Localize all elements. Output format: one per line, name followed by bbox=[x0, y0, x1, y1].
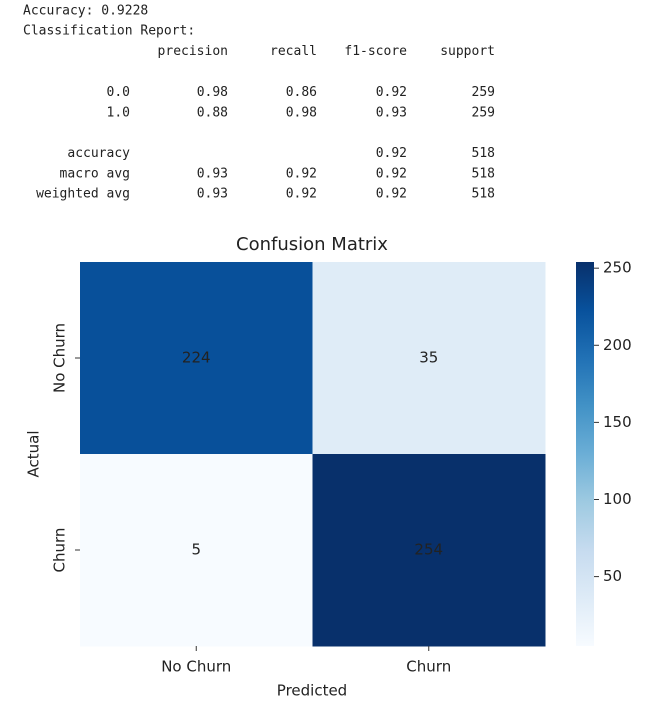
report-row-label: 0.0 bbox=[107, 85, 130, 100]
report-row-label: weighted avg bbox=[36, 187, 130, 202]
y-axis-label: Actual bbox=[25, 431, 43, 478]
report-cell: 518 bbox=[472, 146, 495, 161]
colorbar-tick-label: 200 bbox=[603, 336, 632, 354]
heatmap-cell bbox=[80, 262, 313, 455]
report-cell: 0.98 bbox=[197, 85, 228, 100]
report-heading: Classification Report: bbox=[23, 24, 195, 39]
x-tick-label: Churn bbox=[406, 658, 451, 676]
colorbar bbox=[576, 262, 594, 646]
report-cell: 518 bbox=[472, 187, 495, 202]
report-column-header: f1-score bbox=[344, 44, 407, 59]
report-cell: 0.92 bbox=[286, 187, 317, 202]
report-column-header: precision bbox=[158, 44, 228, 59]
report-cell: 0.92 bbox=[286, 166, 317, 181]
report-cell: 0.92 bbox=[376, 146, 407, 161]
report-cell: 0.92 bbox=[376, 166, 407, 181]
cell-value-label: 224 bbox=[182, 349, 211, 367]
colorbar-tick-label: 150 bbox=[603, 413, 632, 431]
report-row-label: 1.0 bbox=[107, 105, 130, 120]
cell-value-label: 5 bbox=[191, 541, 201, 559]
report-cell: 259 bbox=[472, 105, 495, 120]
x-tick-label: No Churn bbox=[161, 658, 231, 676]
x-axis-label: Predicted bbox=[277, 682, 347, 700]
heatmap-cell bbox=[312, 262, 546, 455]
report-cell: 0.86 bbox=[286, 85, 317, 100]
report-column-header: support bbox=[440, 44, 495, 59]
report-cell: 0.93 bbox=[376, 105, 407, 120]
report-cell: 0.98 bbox=[286, 105, 317, 120]
cell-value-label: 35 bbox=[419, 349, 438, 367]
report-cell: 0.92 bbox=[376, 187, 407, 202]
report-row-label: accuracy bbox=[67, 146, 130, 161]
report-column-header: recall bbox=[270, 44, 317, 59]
chart-title: Confusion Matrix bbox=[236, 234, 388, 255]
accuracy-line: Accuracy: 0.9228 bbox=[23, 4, 148, 19]
report-cell: 0.93 bbox=[197, 166, 228, 181]
colorbar-tick-label: 100 bbox=[603, 490, 632, 508]
report-cell: 0.88 bbox=[197, 105, 228, 120]
y-tick-label: Churn bbox=[51, 528, 69, 573]
heatmap-cell bbox=[312, 454, 546, 647]
report-cell: 0.92 bbox=[376, 85, 407, 100]
heatmap-cell bbox=[80, 454, 313, 647]
y-tick-label: No Churn bbox=[51, 323, 69, 393]
report-cell: 259 bbox=[472, 85, 495, 100]
report-row-label: macro avg bbox=[60, 166, 130, 181]
report-cell: 518 bbox=[472, 166, 495, 181]
colorbar-tick-label: 50 bbox=[603, 567, 622, 585]
report-cell: 0.93 bbox=[197, 187, 228, 202]
cell-value-label: 254 bbox=[414, 541, 443, 559]
colorbar-tick-label: 250 bbox=[603, 259, 632, 277]
